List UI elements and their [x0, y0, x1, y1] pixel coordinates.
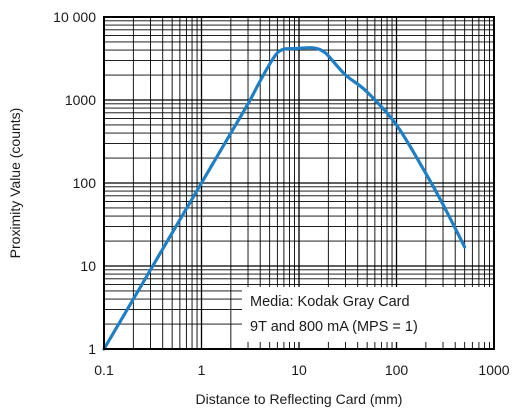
x-axis-label: Distance to Reflecting Card (mm)	[196, 391, 403, 407]
y-tick-label: 10	[80, 258, 96, 274]
y-axis-label: Proximity Value (counts)	[7, 108, 23, 259]
y-tick-label: 10 000	[53, 9, 96, 25]
y-tick-label: 100	[73, 175, 97, 191]
y-tick-labels: 1 10 100 1000 10 000	[53, 9, 96, 357]
y-tick-label: 1000	[65, 92, 96, 108]
annotation-line-1: Media: Kodak Gray Card	[250, 294, 410, 310]
x-tick-label: 0.1	[94, 362, 114, 378]
series-layer	[102, 46, 467, 351]
x-tick-label: 10	[291, 362, 307, 378]
annotation-line-2: 9T and 800 mA (MPS = 1)	[250, 319, 418, 335]
annotation-box: Media: Kodak Gray Card 9T and 800 mA (MP…	[242, 287, 494, 342]
annotation-background	[242, 287, 494, 342]
x-tick-label: 1000	[478, 362, 509, 378]
x-tick-labels: 0.1 1 10 100 1000	[94, 362, 510, 378]
x-tick-label: 1	[198, 362, 206, 378]
x-tick-label: 100	[385, 362, 409, 378]
plot-frame	[103, 16, 495, 350]
series-line	[102, 46, 467, 351]
y-tick-label: 1	[88, 341, 96, 357]
